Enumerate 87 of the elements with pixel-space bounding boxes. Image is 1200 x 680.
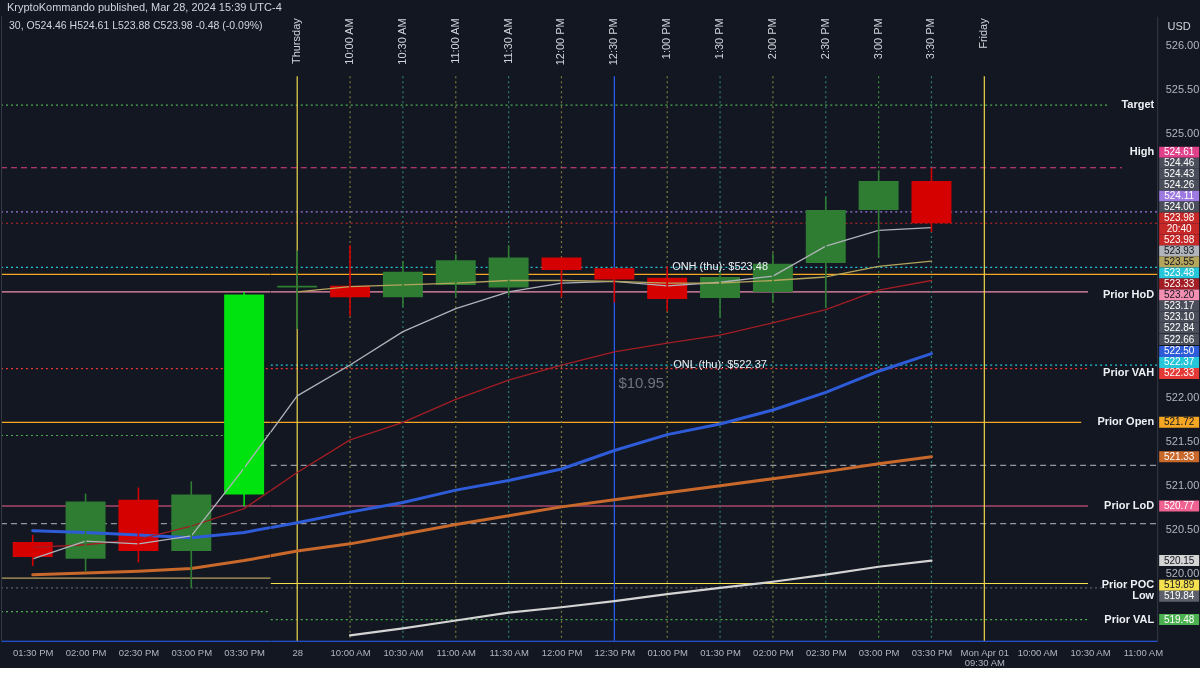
- text: 524.26: [1163, 179, 1195, 191]
- text: 523.55: [1163, 256, 1195, 268]
- ref-line-label: 11:00 AM: [448, 18, 461, 64]
- ref-line-label: Prior VAL: [1104, 612, 1155, 625]
- ref-line-label: 3:30 PM: [924, 18, 937, 60]
- text: 523.17: [1163, 300, 1195, 312]
- text: 523.20: [1163, 289, 1195, 301]
- x-tick-label: 11:00 AM: [1123, 647, 1164, 659]
- chart-title: KryptoKommando published, Mar 28, 2024 15:39 UTC-4: [6, 1, 282, 14]
- y-tick-label: 525.50: [1165, 82, 1200, 95]
- x-tick-label: 03:30 PM: [224, 647, 266, 659]
- x-tick-label: 02:00 PM: [753, 647, 794, 659]
- x-tick-label: 03:00 PM: [858, 647, 900, 659]
- text: 523.98: [1163, 212, 1195, 224]
- ref-line-label: 12:30 PM: [607, 18, 620, 66]
- text: 523.33: [1163, 278, 1195, 290]
- text: 519.48: [1163, 613, 1195, 625]
- text: 522.84: [1163, 322, 1195, 334]
- ref-line-label: Low: [1132, 589, 1155, 602]
- text: 519.89: [1163, 579, 1195, 591]
- text: 522.33: [1163, 367, 1195, 379]
- y-tick-label: 520.50: [1165, 523, 1200, 536]
- ref-line-label: Friday: [977, 17, 990, 49]
- x-tick-label: 12:00 PM: [541, 647, 583, 659]
- y-tick-label: 521.00: [1165, 479, 1200, 492]
- x-tick-label: 10:00 AM: [1017, 647, 1058, 659]
- text: 520.15: [1163, 554, 1195, 566]
- x-tick-label: 01:30 PM: [700, 647, 741, 659]
- ref-line-label: Target: [1121, 98, 1155, 111]
- y-tick-label: 521.50: [1165, 435, 1200, 448]
- ref-line-label: 10:30 AM: [395, 18, 408, 65]
- annotation: ONL (thu): $522.37: [673, 358, 767, 371]
- x-tick-label: 03:30 PM: [911, 647, 953, 659]
- ref-line-label: 3:00 PM: [871, 18, 884, 60]
- annotation: ONH (thu): $523.48: [672, 260, 768, 273]
- ref-line-label: 1:30 PM: [713, 18, 726, 60]
- text: 521.72: [1163, 416, 1195, 428]
- ref-line-label: Thursday: [290, 17, 303, 65]
- ref-line-label: 12:00 PM: [554, 18, 567, 66]
- ref-line-label: Prior POC: [1101, 578, 1155, 591]
- ref-line-label: 11:30 AM: [501, 18, 514, 64]
- text: 523.10: [1163, 311, 1195, 323]
- x-tick-label: 02:00 PM: [65, 647, 107, 659]
- text: 521.33: [1163, 450, 1195, 462]
- x-tick-label: 10:00 AM: [330, 647, 371, 659]
- y-tick-label: 525.00: [1165, 126, 1200, 139]
- x-tick-label: 12:30 PM: [594, 647, 636, 659]
- x-tick-label: 11:00 AM: [436, 647, 477, 659]
- x-tick-label: 01:00 PM: [647, 647, 689, 659]
- x-tick-label: 11:30 AM: [489, 647, 529, 659]
- ref-line-label: Prior HoD: [1102, 288, 1155, 301]
- text: 522.37: [1163, 356, 1195, 368]
- ref-line-label: 1:00 PM: [660, 18, 673, 60]
- ref-line-label: 10:00 AM: [343, 18, 356, 65]
- y-axis-title: USD: [1167, 20, 1191, 33]
- text: 523.98: [1163, 234, 1195, 246]
- x-tick-label: 01:30 PM: [12, 647, 54, 659]
- ref-line-label: Prior LoD: [1104, 498, 1155, 511]
- x-tick-label: 10:30 AM: [383, 647, 424, 659]
- annotation: $10.95: [618, 373, 665, 391]
- text: 522.66: [1163, 333, 1195, 345]
- text: 524.00: [1163, 201, 1195, 213]
- ref-line-label: 2:00 PM: [765, 18, 778, 60]
- legend-label: High: [1129, 145, 1155, 158]
- x-tick-label: 02:30 PM: [118, 647, 160, 659]
- text: 524.43: [1163, 168, 1195, 180]
- text: 519.84: [1163, 590, 1195, 602]
- text: 523.93: [1163, 245, 1195, 257]
- text: 20:40: [1166, 223, 1193, 235]
- x-tick-label: 10:30 AM: [1070, 647, 1111, 659]
- x-tick-label: 03:00 PM: [171, 647, 213, 659]
- x-tick-label: 28: [292, 647, 303, 659]
- x-tick-label: Mon Apr 01 09:30 AM: [960, 647, 1010, 669]
- y-tick-label: 522.00: [1165, 391, 1200, 404]
- ref-line-label: Prior VAH: [1103, 366, 1155, 379]
- y-tick-label: 526.00: [1165, 38, 1200, 51]
- text: 523.48: [1163, 267, 1195, 279]
- text: 524.46: [1163, 157, 1195, 169]
- text: 520.77: [1163, 499, 1195, 511]
- text: 524.11: [1164, 190, 1195, 202]
- ref-line-label: Prior Open: [1097, 415, 1155, 428]
- y-tick-label: 520.00: [1165, 567, 1200, 580]
- ref-line-label: 2:30 PM: [818, 18, 831, 60]
- x-tick-label: 02:30 PM: [805, 647, 847, 659]
- text: 522.50: [1163, 345, 1195, 357]
- chart-subtitle: 30, O524.46 H524.61 L523.88 C523.98 -0.48 (-0.09%): [8, 20, 263, 32]
- text: 524.61: [1163, 146, 1195, 158]
